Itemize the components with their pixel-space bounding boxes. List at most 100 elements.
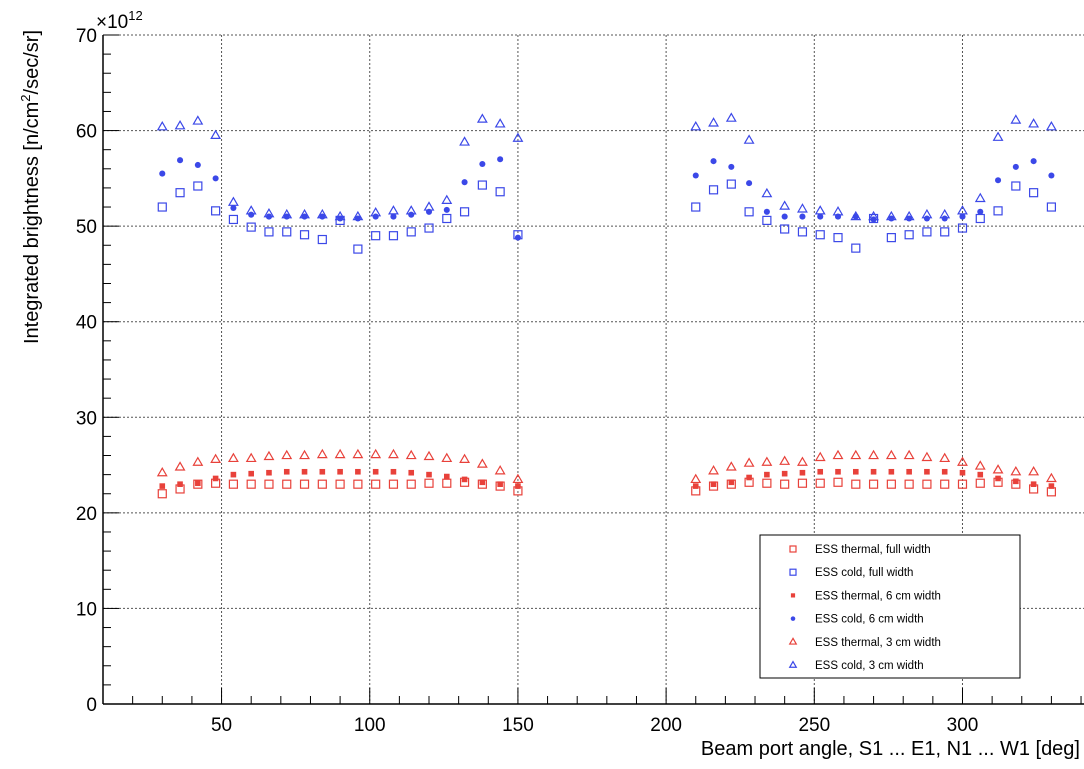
data-point (762, 478, 772, 488)
data-point (692, 483, 699, 489)
data-point (442, 478, 452, 488)
data-point (371, 479, 381, 489)
data-point (959, 213, 966, 220)
data-point (194, 161, 201, 169)
data-point (192, 115, 204, 125)
data-point (353, 479, 363, 489)
y-axis-multiplier: ×1012 (96, 8, 143, 33)
data-point (441, 194, 453, 204)
data-point (193, 181, 203, 191)
data-point (514, 234, 521, 241)
data-point (405, 449, 417, 460)
data-point (424, 223, 434, 233)
tick-labels: 50 100 150 200 250 300 0 10 20 30 40 50 60 70 (76, 26, 978, 736)
data-point (372, 213, 379, 220)
data-point (975, 478, 985, 488)
data-point (708, 117, 719, 127)
data-point (228, 214, 239, 225)
y-tick-label: 10 (76, 599, 97, 620)
data-point (461, 476, 468, 483)
data-point (370, 448, 382, 459)
data-point (851, 479, 861, 489)
data-point (424, 478, 434, 488)
legend-label: ESS thermal, 3 cm width (815, 637, 941, 649)
data-point (317, 234, 327, 245)
data-point (227, 452, 239, 463)
data-point (512, 132, 524, 142)
data-point (814, 451, 826, 462)
data-point (780, 224, 790, 234)
data-point (159, 170, 166, 177)
data-point (390, 468, 397, 475)
data-point (692, 172, 699, 179)
data-point (799, 469, 806, 476)
data-point (319, 468, 326, 475)
data-point (299, 479, 310, 489)
data-point (690, 120, 702, 131)
legend-box (759, 534, 1021, 679)
data-point (459, 453, 471, 463)
data-point (1013, 478, 1019, 485)
data-point (406, 479, 416, 489)
data-point (1010, 114, 1022, 124)
data-point (334, 210, 346, 221)
data-point (1012, 163, 1019, 170)
data-point (833, 477, 843, 487)
data-point (995, 177, 1002, 184)
data-point (228, 479, 239, 489)
data-point (299, 449, 310, 460)
data-point (764, 471, 770, 478)
data-point (371, 231, 381, 241)
data-point (1045, 120, 1057, 131)
data-point (903, 210, 915, 221)
data-point (264, 479, 274, 489)
data-point (922, 227, 932, 237)
data-point (177, 157, 184, 164)
data-point (335, 479, 345, 489)
data-point (761, 187, 773, 198)
data-point (266, 469, 272, 476)
data-point (174, 461, 186, 471)
x-tick-label: 100 (354, 715, 386, 736)
data-point (443, 473, 450, 480)
data-point (281, 208, 293, 219)
data-point (832, 449, 844, 460)
data-point (283, 468, 290, 475)
y-tick-label: 20 (76, 504, 97, 525)
data-point (461, 179, 468, 186)
data-point (337, 468, 343, 475)
data-point (1029, 188, 1039, 198)
data-point (248, 211, 255, 218)
data-point (1010, 466, 1022, 476)
data-point (316, 448, 328, 459)
data-point (726, 179, 736, 189)
data-point (388, 231, 399, 241)
legend-label: ESS thermal, 6 cm width (815, 590, 941, 602)
series-0 (157, 477, 1056, 499)
data-point (227, 196, 239, 206)
data-point (957, 456, 968, 466)
data-point (246, 222, 256, 232)
data-point (744, 207, 754, 217)
y-tick-label: 40 (76, 313, 97, 334)
data-point (886, 233, 896, 243)
data-point (921, 208, 933, 219)
data-point (870, 468, 877, 475)
legend-label: ESS cold, full width (815, 567, 913, 579)
data-point (886, 479, 896, 489)
data-point (476, 113, 488, 123)
data-point (388, 479, 399, 489)
series-3 (159, 156, 1055, 241)
data-point (210, 129, 222, 139)
x-axis-label: Beam port angle, S1 ... E1, N1 ... W1 [d… (701, 738, 1080, 760)
data-point (833, 233, 843, 243)
data-point (779, 200, 791, 210)
data-point (746, 474, 752, 481)
data-point (888, 468, 895, 475)
data-point (957, 205, 968, 215)
data-point (763, 208, 770, 215)
y-tick-label: 0 (86, 695, 97, 716)
data-point (851, 243, 861, 253)
data-point (868, 479, 879, 489)
data-point (281, 449, 293, 460)
